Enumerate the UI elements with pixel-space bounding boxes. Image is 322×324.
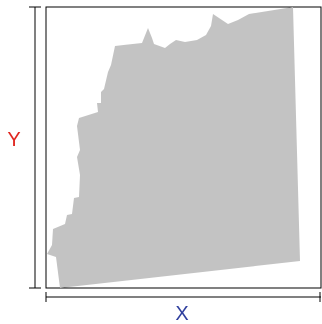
- parcel-shape: [47, 7, 300, 288]
- x-axis-label: X: [175, 303, 188, 324]
- x-dimension-line: [45, 292, 321, 302]
- bounding-frame: [45, 6, 322, 289]
- y-dimension-line: [29, 6, 41, 289]
- y-axis-label: Y: [7, 129, 20, 151]
